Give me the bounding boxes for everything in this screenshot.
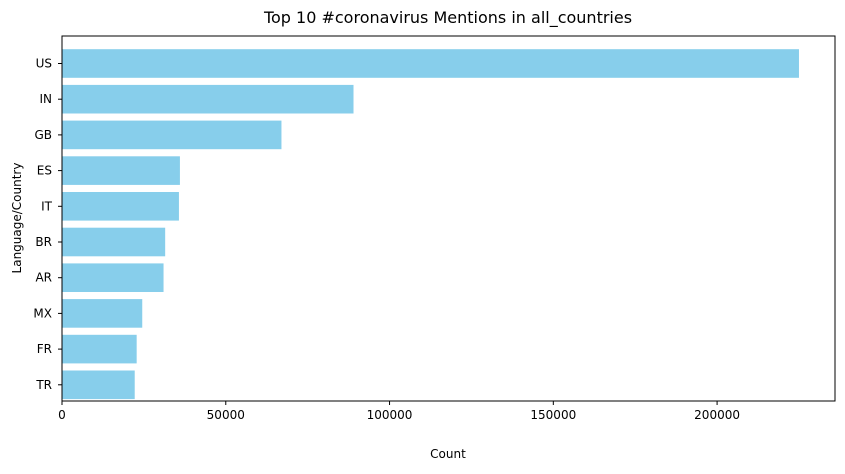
x-axis-label: Count [430,447,466,461]
y-tick-label-us: US [36,57,52,71]
plot-frame [61,35,836,402]
y-tick-label-es: ES [37,164,52,178]
bar-it [62,192,179,221]
y-tick-label-tr: TR [35,378,52,392]
y-tick-label-br: BR [35,235,52,249]
x-tick-label: 150000 [530,408,576,422]
x-axis: 0 50000 100000 150000 200000 [58,401,740,422]
y-axis: US IN GB ES IT BR AR MX FR TR [33,57,62,392]
x-tick-label: 0 [58,408,66,422]
bar-tr [62,370,135,400]
x-tick-label: 50000 [207,408,245,422]
y-tick-label-ar: AR [35,271,52,285]
bar-br [62,227,166,257]
bars-layer [62,49,799,400]
bar-mx [62,299,143,328]
bar-gb [62,120,282,150]
bar-us [62,49,799,78]
y-tick-label-fr: FR [37,342,52,356]
bar-es [62,156,180,185]
bar-fr [62,334,137,364]
x-tick-label: 200000 [694,408,740,422]
y-axis-label: Language/Country [10,163,24,274]
x-tick-label: 100000 [367,408,413,422]
y-tick-label-it: IT [41,199,53,213]
y-tick-label-gb: GB [34,128,52,142]
y-tick-label-mx: MX [33,306,52,320]
y-tick-label-in: IN [39,92,52,106]
chart-title: Top 10 #coronavirus Mentions in all_coun… [263,8,632,28]
bar-in [62,84,354,114]
bar-ar [62,263,164,292]
